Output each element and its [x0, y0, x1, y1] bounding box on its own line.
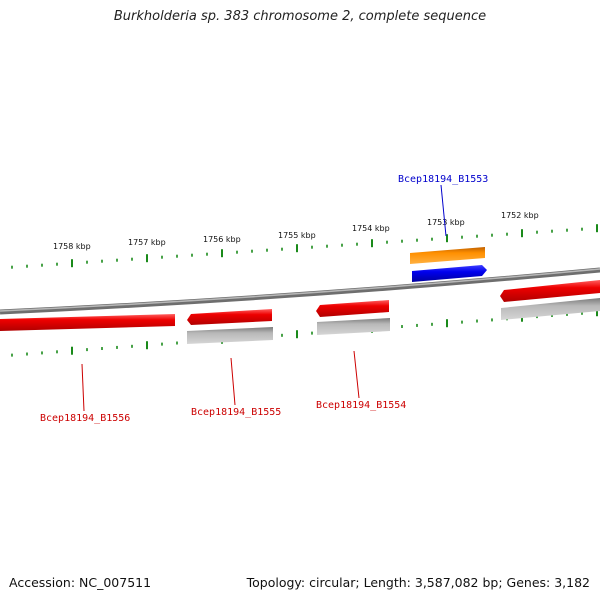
scale-label-1754: 1754 kbp [352, 224, 390, 233]
gene-Bcep18194_B1555-arrow[interactable] [187, 309, 272, 325]
feature-orange[interactable] [410, 247, 485, 264]
scale-label-1757: 1757 kbp [128, 238, 166, 247]
scale-label-1756: 1756 kbp [203, 235, 241, 244]
gene-right-gray[interactable] [501, 298, 600, 320]
scale-label-1758: 1758 kbp [53, 242, 91, 251]
genome-summary-text: Topology: circular; Length: 3,587,082 bp… [246, 575, 590, 590]
gene-Bcep18194_B1556-arrow[interactable] [0, 314, 175, 331]
gene-label-Bcep18194_B1555[interactable]: Bcep18194_B1555 [191, 407, 281, 418]
chromosome-backbone-highlight [0, 268, 600, 312]
map-title: Burkholderia sp. 383 chromosome 2, compl… [113, 9, 487, 24]
chromosome-backbone [0, 267, 600, 315]
gene-Bcep18194_B1555-gray[interactable] [187, 327, 273, 344]
scale-label-1755: 1755 kbp [278, 231, 316, 240]
leader-Bcep18194_B1554 [353, 350, 360, 399]
gene-Bcep18194_B1554-arrow[interactable] [316, 300, 389, 317]
leader-Bcep18194_B1555 [230, 357, 236, 406]
scale-ticks-upper [11, 224, 598, 269]
gene-label-Bcep18194_B1556[interactable]: Bcep18194_B1556 [40, 413, 130, 424]
scale-label-1753: 1753 kbp [427, 218, 465, 227]
scale-label-1752: 1752 kbp [501, 211, 539, 220]
gene-Bcep18194_B1553-arrow[interactable] [412, 265, 487, 282]
gene-Bcep18194_B1554-gray[interactable] [317, 318, 390, 335]
gene-label-Bcep18194_B1554[interactable]: Bcep18194_B1554 [316, 400, 406, 411]
gene-label-Bcep18194_B1553[interactable]: Bcep18194_B1553 [398, 174, 488, 185]
leader-Bcep18194_B1553 [440, 184, 447, 237]
gene-right-red-arrow[interactable] [500, 280, 600, 302]
leader-Bcep18194_B1556 [81, 363, 85, 412]
accession-text: Accession: NC_007511 [9, 575, 152, 590]
